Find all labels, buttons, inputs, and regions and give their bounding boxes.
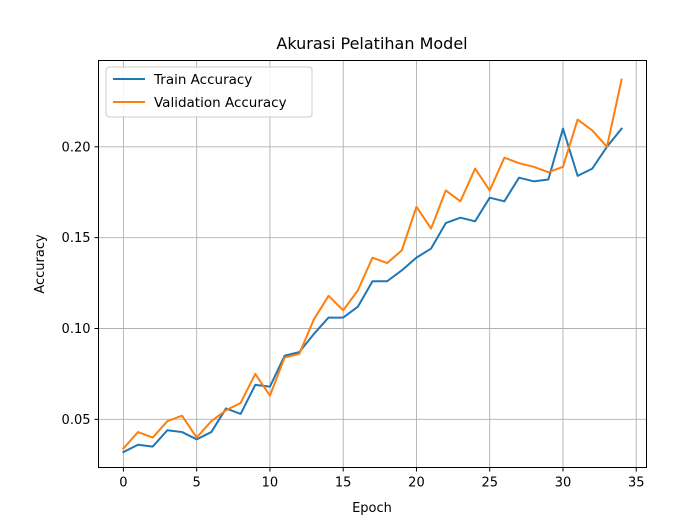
y-tick-label: 0.20: [62, 140, 91, 155]
y-tick-label: 0.10: [62, 322, 91, 337]
series-layer: [121, 78, 623, 454]
plot-frame: [98, 60, 647, 468]
x-tick-label: 10: [262, 476, 279, 491]
validation-accuracy-line: [121, 78, 623, 450]
x-tick-label: 5: [193, 476, 201, 491]
grid-layer: [98, 60, 647, 468]
legend-label-train: Train Accuracy: [153, 72, 252, 88]
x-tick-label: 15: [335, 476, 352, 491]
x-tick-label: 0: [119, 476, 127, 491]
y-tick-label: 0.05: [62, 413, 91, 428]
train-accuracy-line: [122, 127, 623, 454]
legend-label-validation: Validation Accuracy: [154, 95, 287, 111]
legend: Train Accuracy Validation Accuracy: [105, 66, 313, 118]
x-axis-label: Epoch: [352, 501, 392, 516]
x-tick-label: 20: [408, 476, 425, 491]
y-tick-label: 0.15: [62, 231, 91, 246]
legend-box: [105, 66, 313, 118]
x-tick-label: 25: [481, 476, 498, 491]
chart-title: Akurasi Pelatihan Model: [276, 34, 467, 53]
x-tick-label: 35: [628, 476, 645, 491]
tick-layer: 0 5 10 15 20 25 30 35 0.05 0.10 0.15 0.20: [62, 140, 645, 490]
y-axis-label: Accuracy: [33, 234, 48, 294]
x-tick-label: 30: [555, 476, 572, 491]
